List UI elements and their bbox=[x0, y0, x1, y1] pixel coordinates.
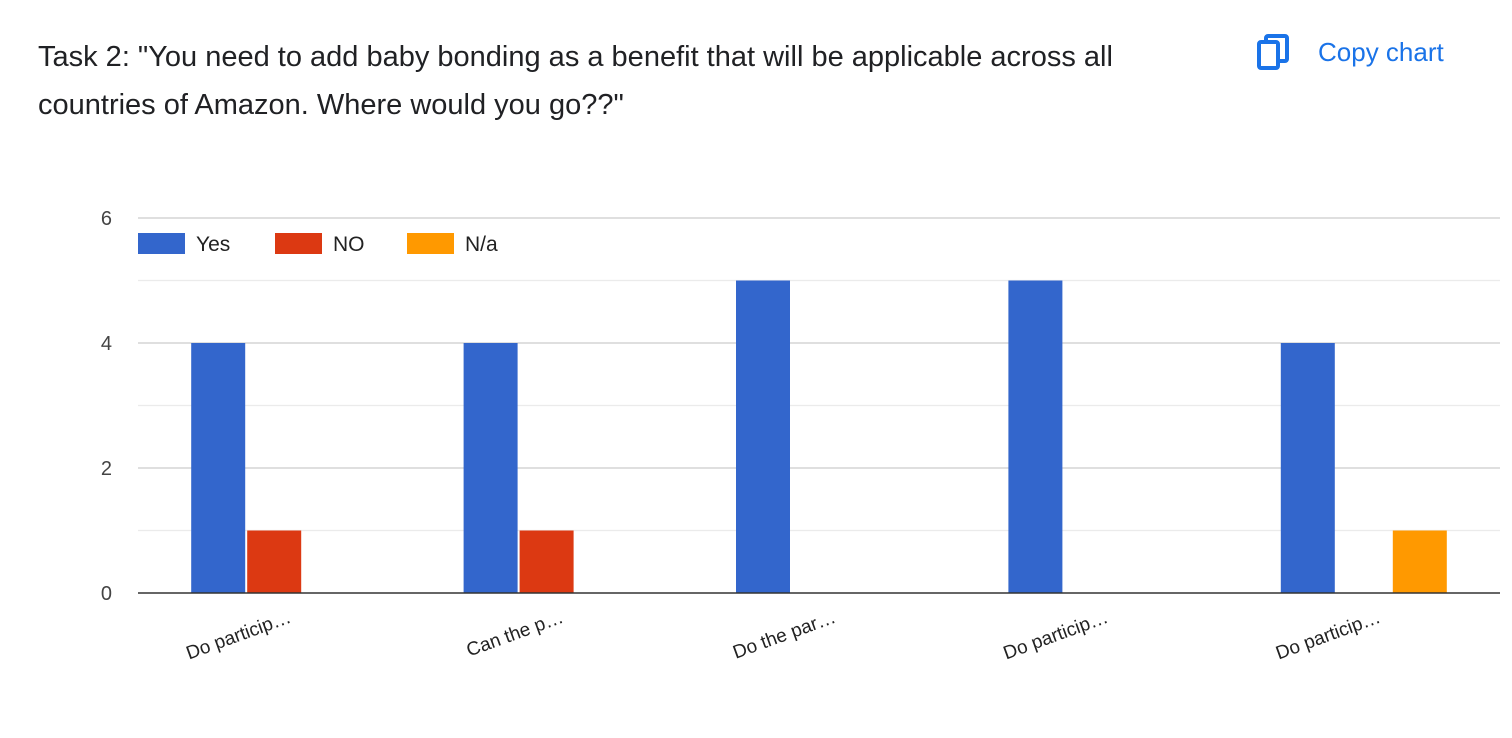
bar-n-a[interactable] bbox=[1392, 530, 1447, 594]
bar-no[interactable] bbox=[519, 530, 574, 594]
bar-no[interactable] bbox=[247, 530, 302, 594]
x-category-label: Can the p… bbox=[464, 607, 566, 661]
legend-swatch-yes[interactable] bbox=[138, 233, 185, 254]
bar-yes[interactable] bbox=[191, 343, 246, 593]
x-category-label: Do the par… bbox=[730, 607, 838, 664]
legend-label[interactable]: N/a bbox=[465, 233, 498, 256]
copy-chart-label: Copy chart bbox=[1318, 36, 1444, 67]
y-tick-label: 0 bbox=[101, 583, 112, 605]
y-tick-label: 6 bbox=[101, 208, 112, 230]
copy-chart-button[interactable]: Copy chart bbox=[1256, 28, 1444, 76]
bar-yes[interactable] bbox=[736, 280, 790, 594]
x-category-label: Do particip… bbox=[1273, 607, 1383, 664]
x-category-label: Do particip… bbox=[1001, 607, 1111, 664]
legend-label[interactable]: Yes bbox=[196, 233, 230, 256]
bar-yes[interactable] bbox=[463, 343, 518, 593]
bar-yes[interactable] bbox=[1008, 280, 1063, 594]
x-category-label: Do particip… bbox=[184, 607, 294, 664]
legend-label[interactable]: NO bbox=[333, 233, 365, 256]
chart-title: Task 2: "You need to add baby bonding as… bbox=[38, 41, 1113, 121]
bar-yes[interactable] bbox=[1280, 343, 1335, 593]
copy-icon bbox=[1257, 34, 1289, 70]
y-tick-label: 4 bbox=[101, 333, 112, 355]
y-tick-label: 2 bbox=[101, 458, 112, 480]
legend-swatch-no[interactable] bbox=[275, 233, 322, 254]
legend-swatch-n-a[interactable] bbox=[407, 233, 454, 254]
